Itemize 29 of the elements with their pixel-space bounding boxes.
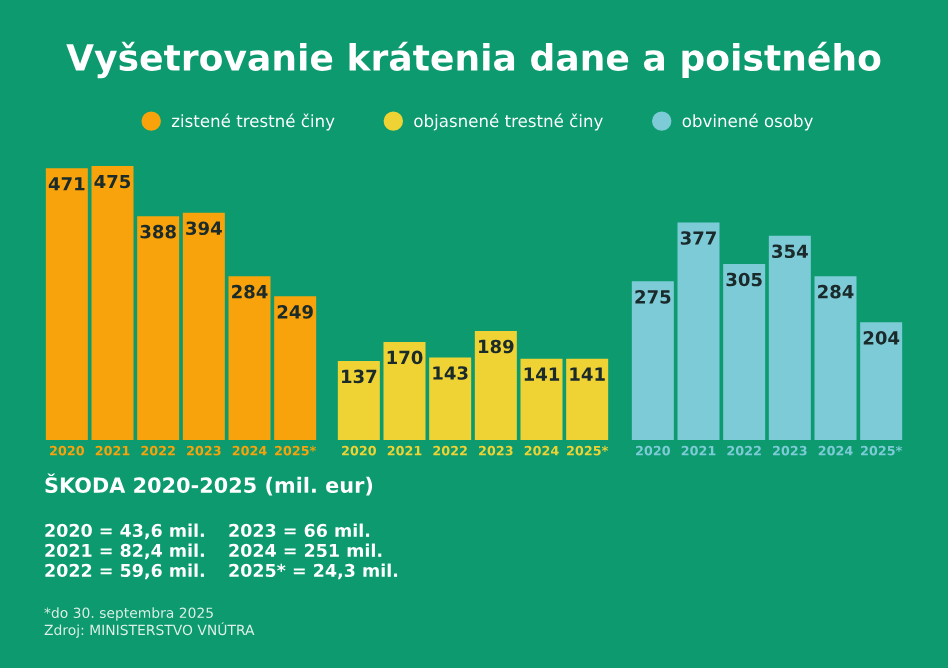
text: 2022 = 59,6 mil. xyxy=(45,563,204,580)
data-label: 471 xyxy=(48,177,85,191)
data-label: 284 xyxy=(818,284,854,299)
data-label: 394 xyxy=(186,221,222,236)
data-label: 475 xyxy=(94,174,131,189)
data-label: 170 xyxy=(387,350,423,365)
legend-label: objasnené trestné činy xyxy=(414,113,603,131)
data-label: 275 xyxy=(635,290,671,304)
legend-label: obvinené osoby xyxy=(682,113,813,131)
text: 2023 = 66 mil. xyxy=(229,523,370,538)
data-label: 204 xyxy=(863,330,900,345)
data-label: 249 xyxy=(277,305,313,319)
data-label: 305 xyxy=(726,272,762,287)
data-label: 189 xyxy=(479,339,514,354)
text: 2020 = 43,6 mil. xyxy=(45,523,204,540)
data-label: 137 xyxy=(342,369,377,384)
data-label: 141 xyxy=(524,367,560,381)
data-label: 388 xyxy=(140,224,176,239)
data-label: 141 xyxy=(570,367,605,381)
legend-label: zistené trestné činy xyxy=(171,113,335,131)
text: 2021 = 82,4 mil. xyxy=(45,543,204,560)
data-label: 354 xyxy=(772,244,808,259)
data-label: 143 xyxy=(433,366,468,380)
text: Vyšetrovanie krátenia dane a poistného xyxy=(66,41,881,79)
data-label: 377 xyxy=(680,231,716,245)
text: 2025* = 24,3 mil. xyxy=(229,563,398,580)
data-label: 284 xyxy=(232,284,268,299)
text: ŠKODA 2020-2025 (mil. eur) xyxy=(45,473,373,496)
text: 2024 = 251 mil. xyxy=(229,543,382,558)
